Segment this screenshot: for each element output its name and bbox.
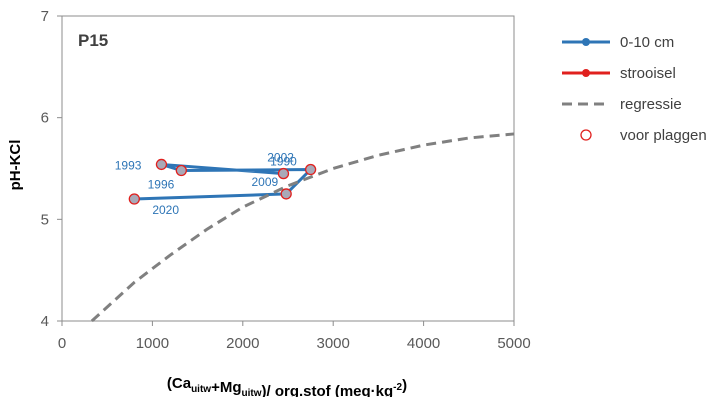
y-axis-title: pH-KCl bbox=[7, 140, 24, 191]
y-tick-label: 6 bbox=[41, 110, 49, 127]
x-axis-title: (Cauitw+Mguitw)/ org.stof (meq·kg-2) bbox=[167, 375, 407, 397]
voor-plaggen-marker bbox=[175, 164, 187, 177]
year-label: 2009 bbox=[251, 175, 278, 189]
voor-plaggen-marker bbox=[155, 158, 168, 171]
panel-label: P15 bbox=[78, 31, 108, 50]
year-label: 2020 bbox=[152, 203, 179, 217]
voor-plaggen-marker bbox=[277, 167, 290, 180]
point-labels: 1990 1993 1996 2002 2009 2020 bbox=[115, 151, 297, 217]
x-tick-label: 3000 bbox=[317, 335, 350, 352]
legend-label: 0-10 cm bbox=[620, 34, 674, 51]
y-tick-label: 7 bbox=[41, 8, 49, 25]
voor-plaggen-marker bbox=[128, 193, 140, 205]
axis-ticks: 0 1000 2000 3000 4000 5000 4 5 6 7 bbox=[41, 8, 531, 352]
x-tick-label: 4000 bbox=[407, 335, 440, 352]
year-label: 2002 bbox=[267, 151, 294, 165]
legend-marker bbox=[582, 69, 590, 77]
legend-open-circle bbox=[580, 129, 592, 141]
x-axis-title-part: ) bbox=[402, 377, 407, 394]
x-axis-title-part: uitw bbox=[191, 384, 211, 395]
legend: 0-10 cm strooisel regressie voor plaggen bbox=[562, 34, 707, 144]
x-axis-title-part: +Mg bbox=[211, 379, 241, 396]
plot-area bbox=[61, 15, 515, 322]
y-tick-label: 5 bbox=[41, 211, 49, 228]
x-tick-label: 2000 bbox=[226, 335, 259, 352]
voor-plaggen-marker bbox=[280, 188, 292, 200]
x-axis-title-part: (Ca bbox=[167, 375, 192, 392]
legend-label: voor plaggen bbox=[620, 127, 707, 144]
x-tick-label: 0 bbox=[58, 335, 66, 352]
x-axis-title-part: -2 bbox=[393, 382, 402, 393]
x-tick-label: 1000 bbox=[136, 335, 169, 352]
x-tick-label: 5000 bbox=[497, 335, 530, 352]
x-axis-title-part: )/ org.stof (meq·kg bbox=[262, 383, 394, 397]
legend-marker bbox=[582, 38, 590, 46]
plot-frame bbox=[61, 15, 515, 322]
voor-plaggen-marker bbox=[304, 163, 317, 176]
year-label: 1990 bbox=[270, 155, 297, 169]
year-label: 1993 bbox=[115, 158, 142, 172]
regression-curve bbox=[90, 132, 515, 323]
x-axis-title-part: uitw bbox=[242, 388, 262, 397]
year-label: 1996 bbox=[148, 178, 175, 192]
y-tick-label: 4 bbox=[41, 313, 49, 330]
legend-label: strooisel bbox=[620, 65, 676, 82]
legend-label: regressie bbox=[620, 96, 682, 113]
series-layer bbox=[90, 132, 515, 323]
